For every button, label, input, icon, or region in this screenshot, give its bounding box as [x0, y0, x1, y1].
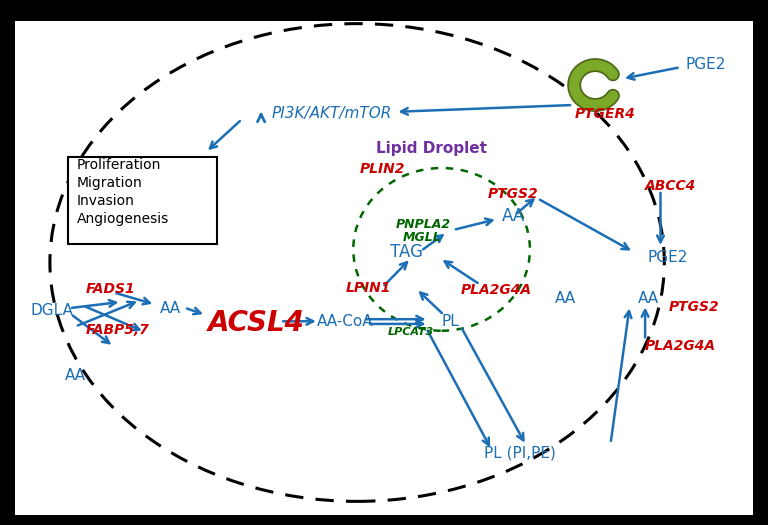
- Text: AA: AA: [65, 368, 87, 383]
- Text: PTGS2: PTGS2: [669, 300, 720, 314]
- Text: PLA2G4A: PLA2G4A: [461, 284, 532, 297]
- Text: PTGER4: PTGER4: [574, 108, 635, 121]
- Text: ACSL4: ACSL4: [207, 309, 304, 337]
- Text: AA: AA: [502, 207, 525, 225]
- Text: Migration: Migration: [77, 176, 143, 190]
- Text: PLIN2: PLIN2: [359, 162, 405, 176]
- Text: DGLA: DGLA: [31, 303, 74, 318]
- Text: Lipid Droplet: Lipid Droplet: [376, 141, 488, 155]
- Text: Angiogenesis: Angiogenesis: [77, 212, 169, 226]
- Text: PL (PI,PE): PL (PI,PE): [484, 445, 556, 460]
- Text: Invasion: Invasion: [77, 194, 134, 208]
- Text: LPIN1: LPIN1: [346, 281, 391, 295]
- Text: PGE2: PGE2: [647, 250, 688, 265]
- Text: FABP5,7: FABP5,7: [86, 323, 150, 337]
- FancyBboxPatch shape: [15, 21, 753, 514]
- Text: PI3K/AKT/mTOR: PI3K/AKT/mTOR: [271, 107, 392, 121]
- Text: AA: AA: [554, 291, 576, 306]
- Text: FADS1: FADS1: [86, 282, 136, 296]
- Text: PLA2G4A: PLA2G4A: [645, 340, 717, 353]
- Text: Proliferation: Proliferation: [77, 159, 161, 172]
- FancyBboxPatch shape: [68, 158, 217, 244]
- Text: AA-CoA: AA-CoA: [317, 314, 374, 329]
- Text: AA: AA: [160, 301, 181, 316]
- Text: PGE2: PGE2: [686, 57, 727, 71]
- Text: AA: AA: [637, 291, 659, 306]
- Text: LPCAT3: LPCAT3: [388, 327, 434, 337]
- Text: TAG: TAG: [390, 243, 423, 261]
- Text: ABCC4: ABCC4: [645, 180, 697, 193]
- Text: PTGS2: PTGS2: [488, 187, 538, 201]
- Text: MGLL: MGLL: [403, 232, 442, 244]
- Text: PNPLA2: PNPLA2: [396, 218, 451, 231]
- Text: PL: PL: [442, 314, 459, 329]
